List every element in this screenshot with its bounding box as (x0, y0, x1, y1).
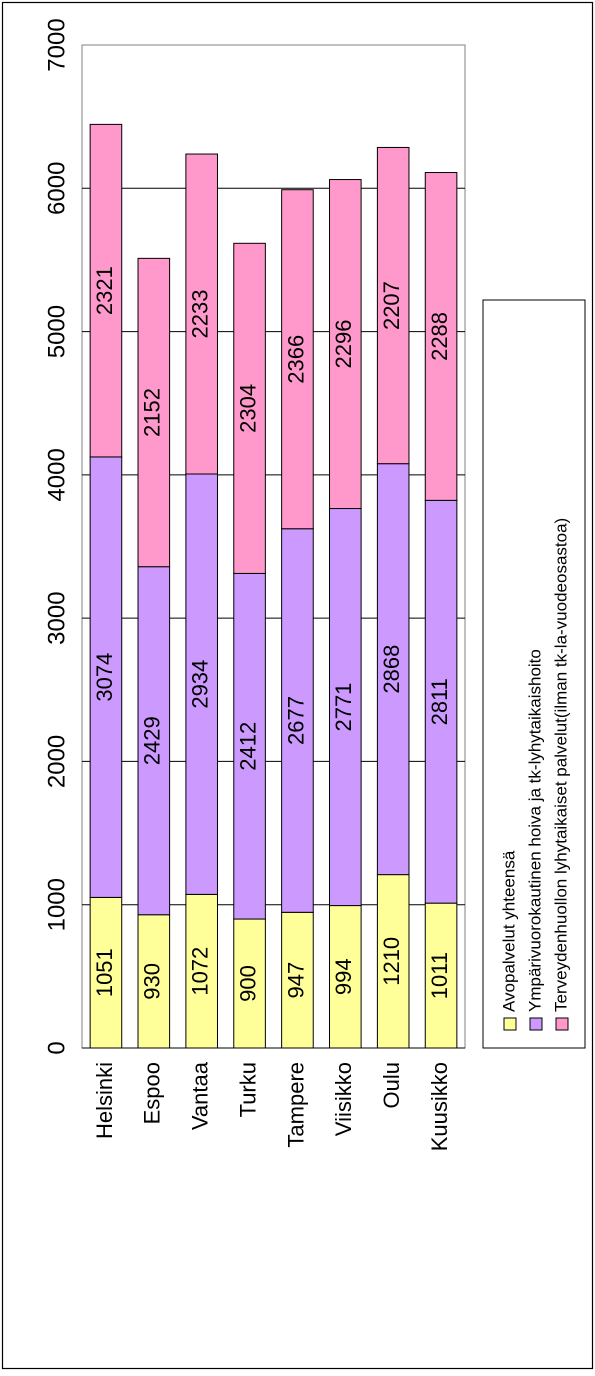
legend-swatch-1 (529, 1017, 543, 1031)
category-label-viisikko: Viisikko (331, 1062, 356, 1136)
value-tick-label: 1000 (43, 878, 70, 931)
category-axis: Helsinki Espoo Vantaa Turku Tampere Viisikko O… (92, 1061, 452, 1151)
bar-segment-helsinki-2 (89, 123, 123, 458)
bar-segment-helsinki-0 (89, 896, 123, 1049)
data-label: 930 (140, 963, 165, 1000)
category-label-turku: Turku (235, 1062, 260, 1117)
data-label: 2321 (92, 266, 117, 315)
value-axis: 0 1000 2000 3000 4000 5000 6000 7000 (43, 18, 465, 1055)
data-label: 2934 (188, 660, 213, 709)
bar-segment-viisikko-2 (329, 179, 362, 510)
value-tick-label: 2000 (43, 735, 70, 788)
data-label: 2412 (235, 722, 260, 771)
bar-segment-tampere-1 (281, 528, 314, 913)
bar-segment-turku-2 (233, 242, 266, 574)
category-label-tampere: Tampere (283, 1062, 308, 1148)
legend-swatch-2 (555, 1017, 569, 1031)
bar-segment-vantaa-2 (185, 153, 218, 475)
data-label: 1051 (92, 948, 117, 997)
legend-swatch-0 (503, 1017, 517, 1031)
bar-segment-tampere-0 (281, 911, 314, 1049)
category-label-kuusikko: Kuusikko (427, 1062, 452, 1151)
data-label: 1072 (188, 947, 213, 996)
legend-label-1: Ympärivuorokautinen hoiva ja tk-lyhytaik… (525, 649, 544, 1012)
data-label: 947 (283, 962, 308, 999)
bar-segment-kuusikko-1 (424, 499, 458, 904)
data-label: 2366 (283, 335, 308, 384)
bar-segment-turku-1 (233, 572, 266, 920)
value-tick-label: 7000 (43, 18, 70, 71)
data-label: 2207 (379, 281, 404, 330)
data-label: 1210 (379, 937, 404, 986)
data-label: 2296 (331, 320, 356, 369)
value-tick-label: 0 (43, 1041, 70, 1054)
bar-segment-espoo-2 (137, 257, 171, 568)
data-label: 900 (235, 965, 260, 1002)
legend-label-2: Terveydenhuollon lyhytaikaiset palvelut(… (551, 518, 570, 1012)
bar-segment-viisikko-1 (329, 508, 362, 907)
legend-box (482, 299, 586, 1049)
legend-label-0: Avopalvelut yhteensä (499, 850, 518, 1012)
bar-segment-oulu-0 (376, 874, 410, 1049)
data-label: 2288 (427, 312, 452, 361)
data-label: 2304 (235, 384, 260, 433)
value-tick-label: 5000 (43, 305, 70, 358)
category-label-oulu: Oulu (379, 1062, 404, 1108)
data-label: 1011 (427, 952, 452, 999)
legend: Avopalvelut yhteensä Ympärivuorokautinen … (482, 299, 586, 1049)
data-label: 2233 (188, 290, 213, 339)
data-labels: 1051 3074 2321 930 2429 2152 1072 2934 2233 900 24… (92, 266, 452, 1002)
data-label: 2811 (427, 678, 452, 725)
value-tick-label: 6000 (43, 162, 70, 215)
bar-segment-vantaa-1 (185, 473, 218, 895)
data-label: 2868 (379, 645, 404, 694)
bars (89, 123, 458, 1049)
data-label: 2677 (283, 696, 308, 745)
value-tick-label: 4000 (43, 448, 70, 501)
data-label: 3074 (92, 653, 117, 702)
category-label-vantaa: Vantaa (188, 1061, 213, 1130)
bar-segment-oulu-2 (376, 146, 410, 465)
data-label: 2152 (140, 388, 165, 437)
data-label: 2771 (331, 683, 356, 732)
category-label-helsinki: Helsinki (92, 1062, 117, 1139)
data-label: 2429 (140, 716, 165, 765)
data-label: 994 (331, 958, 356, 995)
bar-segment-espoo-0 (137, 914, 171, 1049)
bar-segment-tampere-2 (281, 189, 314, 530)
value-tick-label: 3000 (43, 591, 70, 644)
bar-segment-kuusikko-2 (424, 172, 458, 501)
category-label-espoo: Espoo (140, 1062, 165, 1124)
bar-segment-oulu-1 (376, 463, 410, 876)
bar-segment-espoo-1 (137, 566, 171, 916)
